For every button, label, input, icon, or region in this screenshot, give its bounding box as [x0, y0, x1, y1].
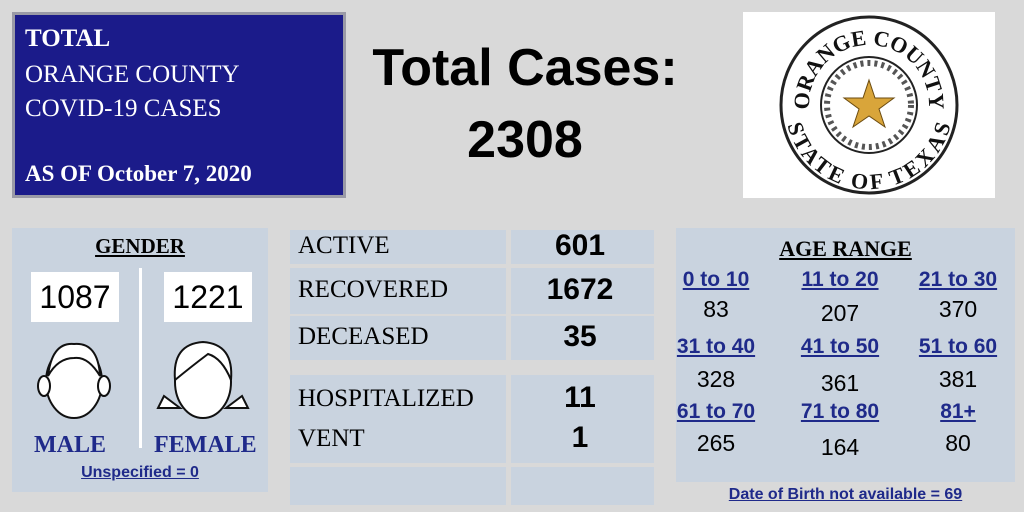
status-label: RECOVERED — [298, 276, 448, 303]
divider — [506, 230, 511, 264]
age-label: 0 to 10 — [682, 268, 750, 291]
header-line: TOTAL — [25, 25, 111, 52]
seal-bottom: STATE OF TEXAS — [782, 119, 955, 194]
age-label: 71 to 80 — [800, 400, 880, 423]
status-row: ACTIVE 601 — [290, 229, 654, 264]
status-row: DECEASED 35 — [290, 316, 654, 360]
divider — [506, 268, 511, 314]
female-count: 1221 — [164, 272, 252, 322]
gender-title: GENDER — [95, 234, 185, 258]
age-value: 83 — [703, 296, 729, 322]
header-date: AS OF October 7, 2020 — [25, 161, 252, 186]
divider — [506, 316, 511, 360]
divider — [139, 268, 142, 448]
status-row: RECOVERED 1672 — [290, 268, 654, 314]
age-label: 31 to 40 — [676, 335, 756, 358]
status-label: ACTIVE — [298, 232, 390, 259]
age-value: 370 — [938, 296, 978, 322]
female-label: FEMALE — [154, 432, 257, 458]
hospital-value: 1 — [571, 421, 589, 454]
age-value: 207 — [820, 300, 860, 326]
age-label: 11 to 20 — [801, 268, 879, 291]
age-value: 164 — [820, 434, 860, 460]
age-value: 265 — [696, 430, 736, 456]
age-value: 328 — [696, 366, 736, 392]
gender-panel: GENDER 1087 1221 MALE FEMALE Unspecified… — [12, 228, 268, 492]
header-line: COVID-19 CASES — [25, 95, 222, 122]
age-note: Date of Birth not available = 69 — [728, 486, 963, 503]
total-value: 2308 — [467, 111, 583, 169]
male-label: MALE — [34, 432, 106, 458]
age-panel: AGE RANGE — [676, 228, 1015, 482]
age-title: AGE RANGE — [779, 236, 912, 261]
age-label: 61 to 70 — [676, 400, 756, 423]
age-label: 81+ — [940, 400, 976, 423]
gender-note: Unspecified = 0 — [81, 464, 199, 481]
age-label: 51 to 60 — [918, 335, 998, 358]
status-value: 35 — [563, 320, 597, 353]
seal-graphic: ORANGE COUNTY STATE OF TEXAS — [779, 15, 959, 195]
hospital-label: VENT — [298, 425, 365, 452]
hospital-panel — [290, 375, 654, 505]
county-seal: ORANGE COUNTY STATE OF TEXAS — [743, 12, 995, 198]
age-value: 80 — [945, 430, 971, 456]
seal-text: STATE OF TEXAS — [782, 119, 955, 194]
hospital-value: 11 — [564, 381, 596, 414]
face-icons — [37, 340, 250, 419]
status-value: 1672 — [546, 273, 614, 306]
age-value: 361 — [820, 370, 860, 396]
hospital-label: HOSPITALIZED — [298, 385, 474, 412]
header-line: ORANGE COUNTY — [25, 61, 240, 88]
age-label: 41 to 50 — [800, 335, 880, 358]
header-box: TOTAL ORANGE COUNTY COVID-19 CASES AS OF… — [12, 12, 346, 198]
total-label: Total Cases: — [372, 39, 678, 97]
status-label: DECEASED — [298, 323, 429, 350]
male-count: 1087 — [31, 272, 119, 322]
age-value: 381 — [938, 366, 978, 392]
age-label: 21 to 30 — [918, 268, 998, 291]
status-value: 601 — [554, 229, 606, 262]
